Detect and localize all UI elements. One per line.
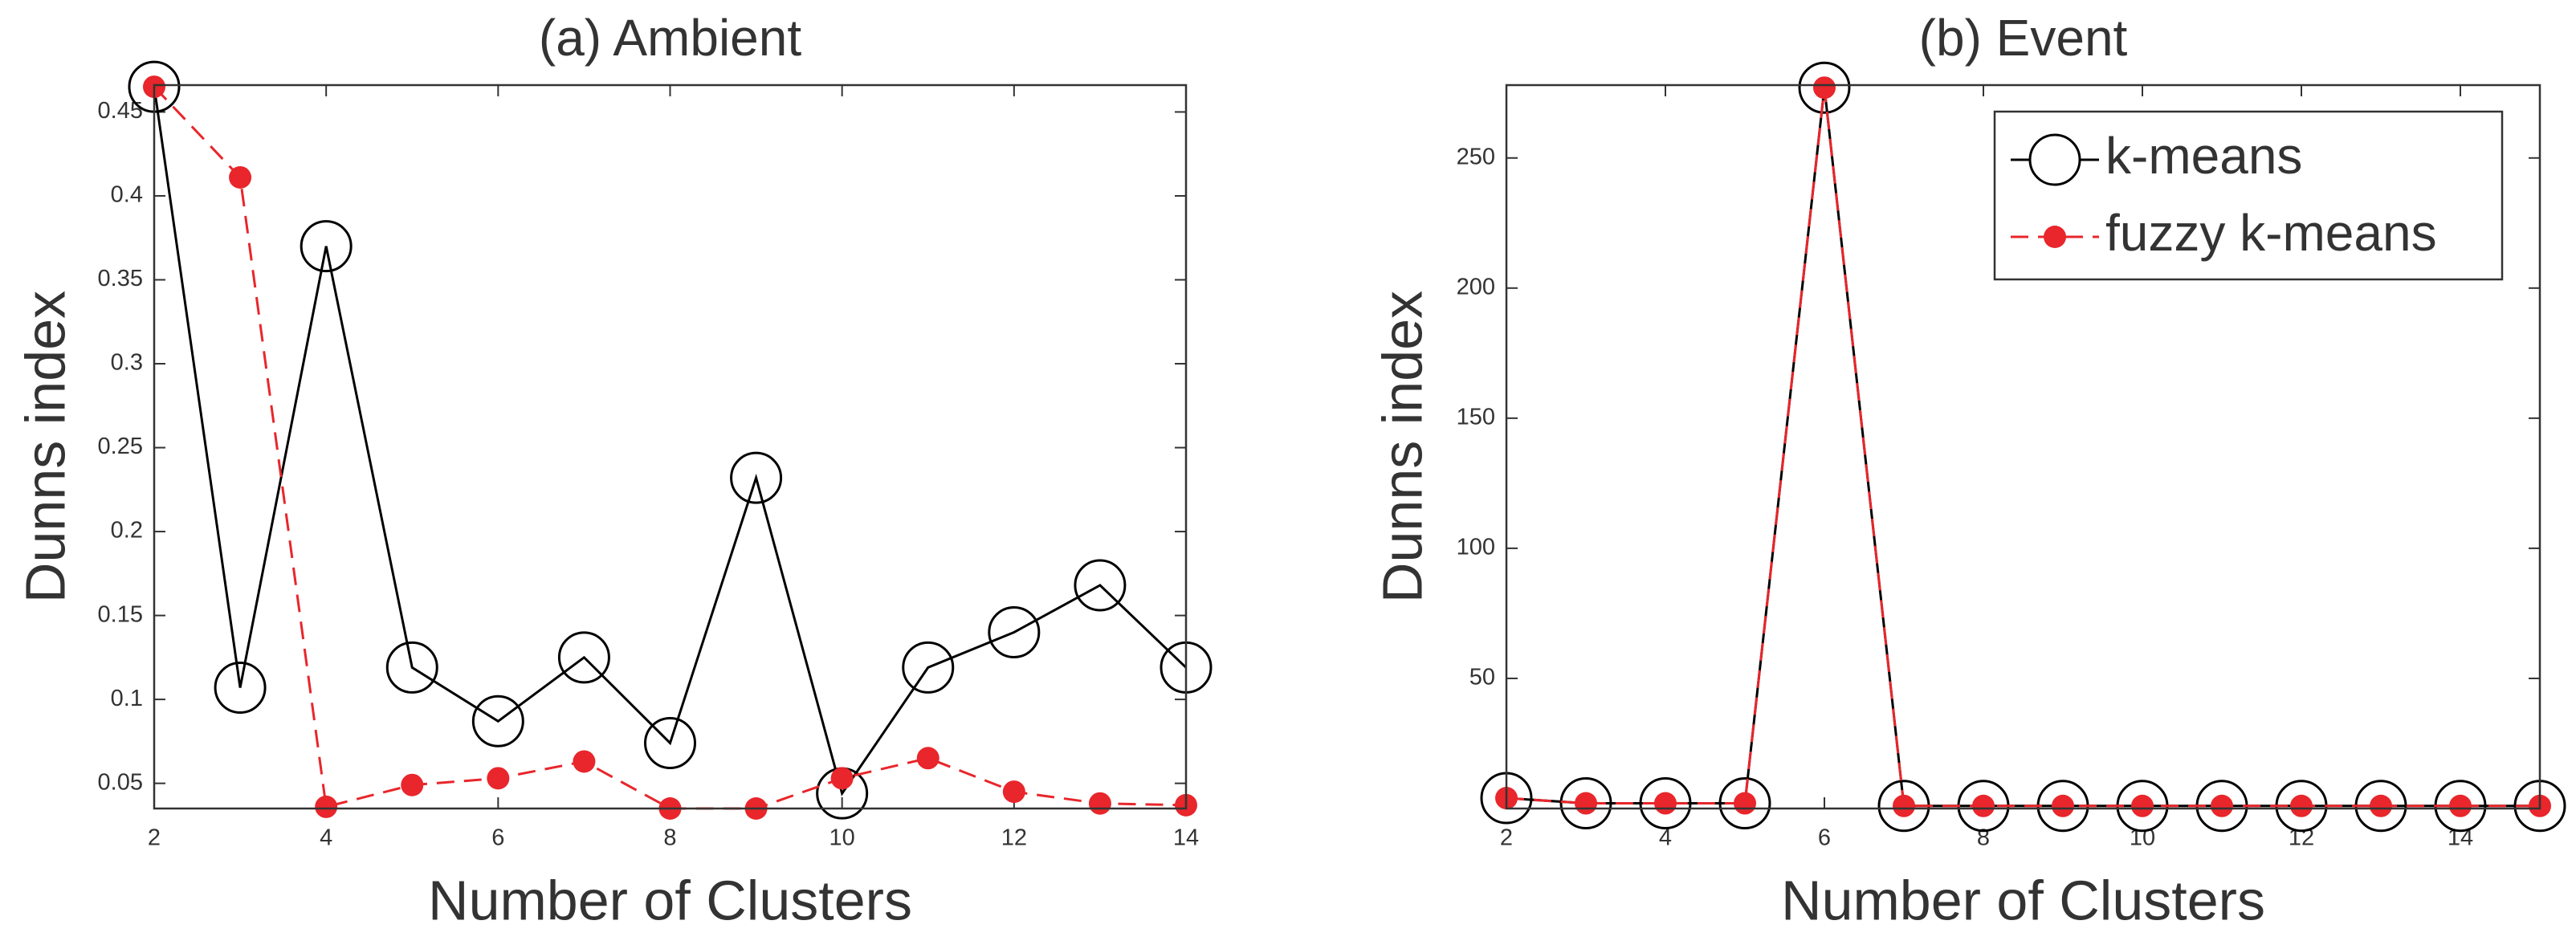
x-axis-label: Number of Clusters [1781, 869, 2265, 931]
y-tick-label: 0.1 [111, 686, 143, 711]
legend-marker [2044, 226, 2066, 248]
y-tick-label: 50 [1469, 665, 1495, 690]
data-point [573, 750, 596, 773]
x-tick-label: 10 [829, 825, 855, 851]
x-tick-label: 14 [1173, 825, 1199, 851]
legend-marker [2028, 133, 2081, 186]
data-point [2449, 794, 2472, 817]
data-point [229, 165, 252, 189]
series-line [153, 86, 1188, 796]
data-point [916, 747, 940, 770]
data-point [214, 661, 267, 714]
x-tick-label: 2 [148, 825, 161, 851]
data-point [1002, 780, 1025, 804]
y-tick-label: 100 [1457, 535, 1495, 560]
data-point [1074, 559, 1127, 612]
y-tick-label: 0.2 [111, 518, 143, 544]
series-line [1506, 88, 2540, 808]
chart-title: (a) Ambient [539, 9, 801, 67]
y-tick-label: 0.25 [98, 434, 143, 459]
x-tick-label: 4 [320, 825, 332, 851]
data-point [2290, 794, 2313, 817]
y-tick-label: 0.35 [98, 266, 143, 291]
data-point [557, 631, 610, 684]
plot-area [128, 60, 1213, 820]
x-tick-label: 8 [1977, 825, 1990, 851]
x-tick-label: 6 [1818, 825, 1831, 851]
axes-box [153, 84, 1188, 810]
y-tick-label: 0.3 [111, 350, 143, 376]
data-point [1798, 61, 1851, 114]
chart-title: (b) Event [1919, 9, 2128, 67]
data-point [315, 795, 338, 818]
axes-box [1505, 84, 2541, 810]
x-tick-label: 4 [1659, 825, 1672, 851]
data-point [988, 605, 1041, 658]
series-line [153, 86, 1187, 810]
data-point [1813, 76, 1836, 100]
x-tick-label: 8 [663, 825, 676, 851]
data-point [2370, 794, 2392, 817]
x-tick-label: 12 [1001, 825, 1027, 851]
legend-box [1993, 110, 2504, 281]
y-axis-label: Dunns index [14, 291, 76, 603]
data-point [1734, 792, 1756, 815]
data-point [1654, 792, 1677, 815]
data-point [385, 641, 438, 694]
x-axis-label: Number of Clusters [428, 869, 912, 931]
legend-label: fuzzy k-means [2105, 204, 2437, 262]
y-tick-label: 250 [1457, 144, 1495, 169]
y-tick-label: 0.45 [98, 98, 143, 124]
y-tick-label: 0.05 [98, 769, 143, 795]
y-tick-label: 150 [1457, 405, 1495, 430]
x-tick-label: 2 [1500, 825, 1513, 851]
y-tick-label: 0.15 [98, 601, 143, 627]
data-point [2052, 794, 2074, 817]
data-point [401, 773, 424, 796]
data-point [2131, 794, 2154, 817]
data-point [2211, 794, 2233, 817]
data-point [644, 716, 696, 769]
data-point [902, 641, 955, 694]
y-tick-label: 200 [1457, 274, 1495, 299]
plot-area [1480, 61, 2566, 833]
data-point [1088, 792, 1111, 815]
data-point [1559, 777, 1612, 830]
data-point [730, 451, 783, 504]
x-tick-label: 6 [491, 825, 504, 851]
data-point [1718, 777, 1771, 830]
data-point [830, 767, 854, 790]
legend-label: k-means [2105, 127, 2302, 185]
data-point [1639, 777, 1692, 830]
data-point [1972, 794, 1995, 817]
data-point [471, 694, 524, 747]
data-point [487, 767, 510, 790]
data-point [1575, 792, 1597, 815]
y-axis-label: Dunns index [1371, 291, 1433, 603]
data-point [1893, 794, 1915, 817]
y-tick-label: 0.4 [111, 182, 143, 208]
data-point [300, 220, 353, 273]
